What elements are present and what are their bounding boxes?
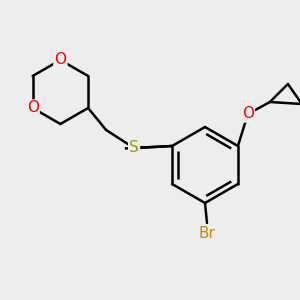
Text: O: O	[242, 106, 254, 122]
Text: Br: Br	[199, 226, 215, 241]
Text: S: S	[129, 140, 139, 155]
Text: O: O	[27, 100, 39, 116]
Text: O: O	[54, 52, 66, 68]
